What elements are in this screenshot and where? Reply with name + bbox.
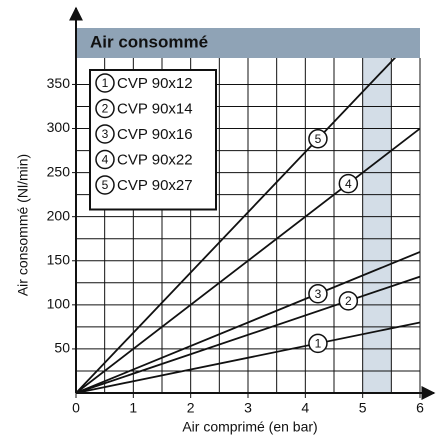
x-tick-label: 2 — [187, 400, 195, 416]
series-label-circle — [308, 129, 328, 149]
y-axis-title: Air consommé (Nl/min) — [15, 154, 31, 296]
shaded-range — [362, 58, 392, 393]
series-label: 4 — [345, 177, 352, 191]
legend-marker-label: 2 — [102, 102, 109, 116]
y-tick-label: 250 — [47, 163, 71, 179]
legend-marker-label: 1 — [102, 76, 109, 90]
series-label: 2 — [345, 294, 352, 308]
legend-marker-label: 4 — [102, 153, 109, 167]
x-tick-label: 6 — [416, 400, 424, 416]
series-line — [76, 127, 420, 393]
y-tick-label: 150 — [47, 251, 71, 267]
legend-marker — [95, 98, 115, 119]
series-label: 1 — [315, 337, 322, 351]
legend-label: CVP 90x27 — [117, 177, 193, 194]
legend-marker — [95, 175, 115, 195]
x-tick-label: 5 — [359, 400, 367, 416]
chart-title: Air consommé — [90, 32, 208, 51]
series-line — [76, 251, 420, 393]
legend-label: CVP 90x16 — [117, 126, 193, 143]
y-tick-label: 350 — [47, 75, 71, 91]
y-tick-label: 300 — [47, 119, 71, 135]
series-line — [76, 321, 420, 393]
legend-label: CVP 90x22 — [117, 151, 193, 168]
x-tick-label: 3 — [244, 400, 252, 416]
x-axis-title: Air comprimé (en bar) — [182, 419, 317, 435]
y-tick-label: 200 — [47, 207, 71, 223]
series-line — [76, 275, 420, 393]
legend-marker-label: 3 — [102, 127, 109, 141]
series-line — [76, 58, 397, 393]
legend-marker — [95, 73, 115, 93]
series-label-circle — [308, 333, 328, 354]
x-tick-label: 4 — [301, 400, 309, 416]
x-tick-label: 0 — [72, 400, 80, 416]
x-tick-label: 1 — [129, 400, 137, 416]
series-label-circle — [338, 173, 359, 194]
series-label-circle — [308, 284, 328, 304]
legend-marker-label: 5 — [102, 178, 109, 192]
legend-marker — [95, 124, 115, 144]
legend-label: CVP 90x14 — [117, 100, 193, 117]
legend-marker — [95, 149, 115, 170]
legend-label: CVP 90x12 — [117, 75, 193, 92]
series-label: 3 — [315, 287, 322, 301]
series-label-circle — [338, 291, 359, 311]
title-band — [76, 28, 420, 58]
series-label: 5 — [315, 132, 322, 146]
y-tick-label: 50 — [54, 340, 70, 356]
y-tick-label: 100 — [47, 296, 71, 312]
